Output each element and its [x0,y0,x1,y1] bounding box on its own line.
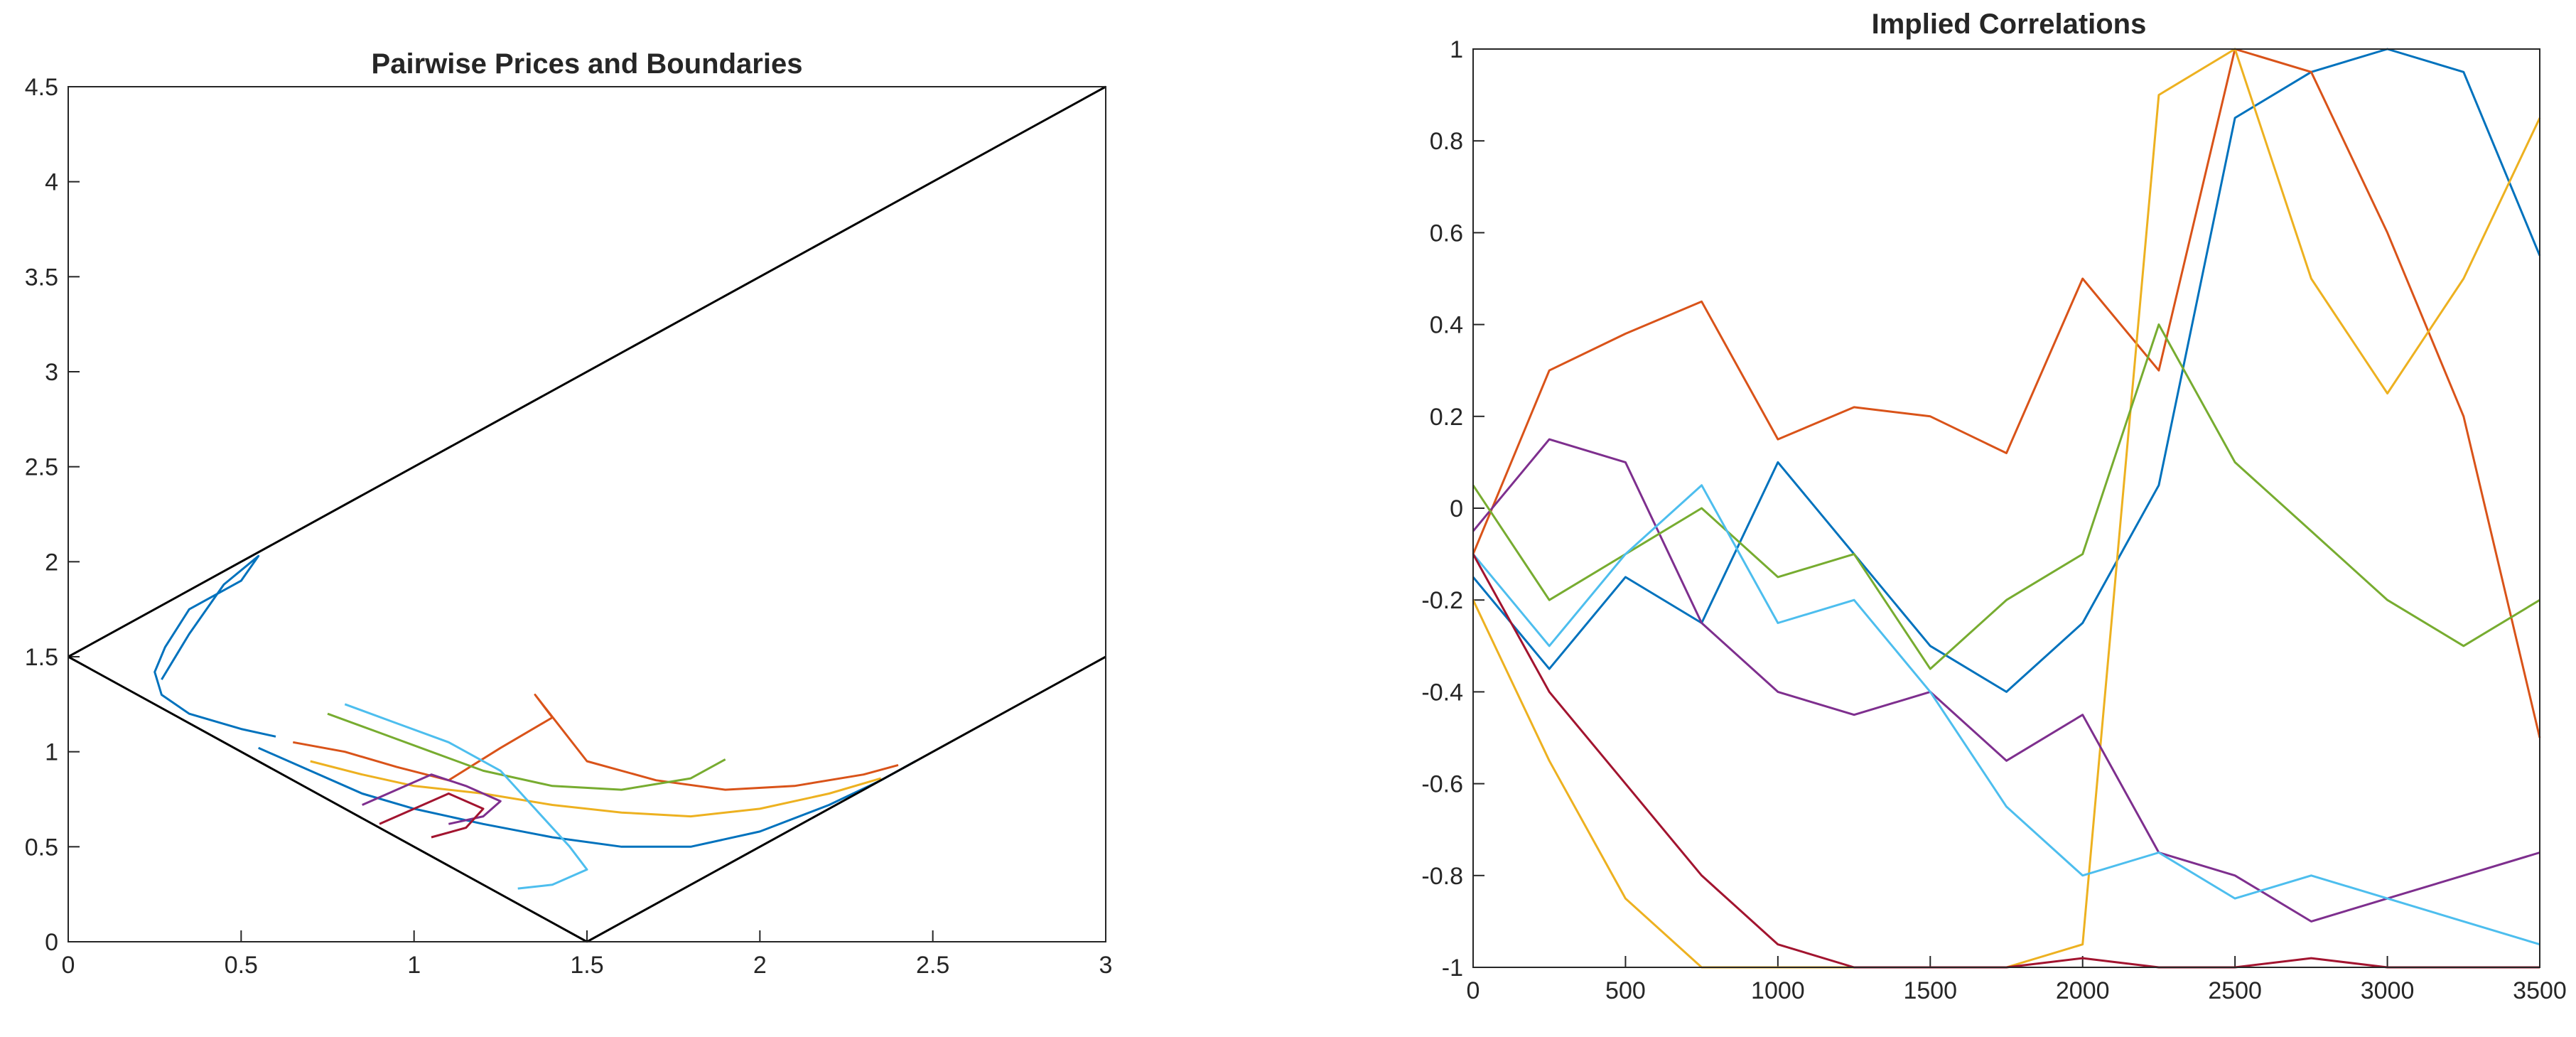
series-line-3 [1472,438,2540,923]
series-line-4 [362,773,502,825]
y-tick-label: 0.2 [1430,404,1463,431]
y-tick-label: -0.4 [1421,679,1463,706]
boundary-line-2 [586,655,1106,943]
series-line-6 [344,703,588,890]
axes-ticks: 0 0.5 1 1.5 2 2.5 3 0 0.5 1 1.5 2 2.5 3 3.5 4 4.5 [25,74,1113,979]
y-tick-label: 1 [1450,36,1463,63]
x-tick-label: 2 [753,952,767,979]
x-tick-label: 0 [1467,977,1480,1004]
series-line-2 [293,694,899,791]
y-tick-label: 0.6 [1430,220,1463,247]
chart-title: Pairwise Prices and Boundaries [372,48,803,80]
series-line-0 [1472,48,2541,693]
y-tick-label: 4 [45,169,58,196]
x-tick-label: 3000 [2361,977,2415,1004]
x-tick-label: 2.5 [916,952,949,979]
series-line-7 [379,792,485,839]
y-tick-label: -0.2 [1421,587,1463,614]
x-tick-label: 0.5 [225,952,258,979]
series-line-1 [1472,48,2541,738]
series-line-2 [1472,48,2541,969]
implied-correlations-chart: Implied Correlations 0 500 1000 1500 2000 250… [1421,9,2566,1004]
chart-title: Implied Correlations [1872,9,2147,40]
series-group [1472,48,2541,969]
y-tick-label: 0 [45,929,58,956]
x-tick-label: 1500 [1903,977,1957,1004]
x-tick-label: 500 [1605,977,1646,1004]
x-tick-label: 3 [1099,952,1113,979]
boundary-line-0 [68,85,1106,658]
y-tick-label: 0.4 [1430,312,1463,339]
y-tick-label: 0.8 [1430,128,1463,155]
y-tick-label: 3.5 [25,264,58,291]
x-tick-label: 1.5 [570,952,603,979]
series-line-1 [258,746,917,848]
y-tick-label: 2 [45,549,58,576]
y-tick-label: 4.5 [25,74,58,101]
y-tick-label: 1.5 [25,644,58,671]
boundary-line-1 [68,655,588,943]
y-tick-label: 3 [45,359,58,386]
y-tick-label: 0.5 [25,834,58,861]
series-line-3 [310,760,882,818]
y-tick-label: 2.5 [25,454,58,481]
plot-area-frame [68,86,1106,942]
x-tick-label: 2500 [2208,977,2262,1004]
x-tick-label: 1 [407,952,421,979]
x-tick-label: 0 [62,952,75,979]
x-tick-label: 1000 [1751,977,1805,1004]
axes-ticks: 0 500 1000 1500 2000 2500 3000 3500 -1 -0.8 -0.6 -0… [1421,36,2566,1004]
series-line-0 [153,554,276,738]
y-tick-label: 0 [1450,495,1463,522]
series-line-5 [327,712,726,791]
y-tick-label: -0.6 [1421,771,1463,798]
y-tick-label: -1 [1442,955,1463,982]
x-tick-label: 2000 [2056,977,2110,1004]
series-group [153,554,917,890]
pairwise-prices-chart: Pairwise Prices and Boundaries 0 0.5 1 1.5 2… [25,48,1113,979]
boundary-lines [68,85,1106,943]
y-tick-label: 1 [45,739,58,766]
series-line-5 [1472,484,2540,946]
y-tick-label: -0.8 [1421,863,1463,890]
x-tick-label: 3500 [2513,977,2567,1004]
plot-area-frame [1472,48,2540,968]
series-line-4 [1472,323,2540,670]
